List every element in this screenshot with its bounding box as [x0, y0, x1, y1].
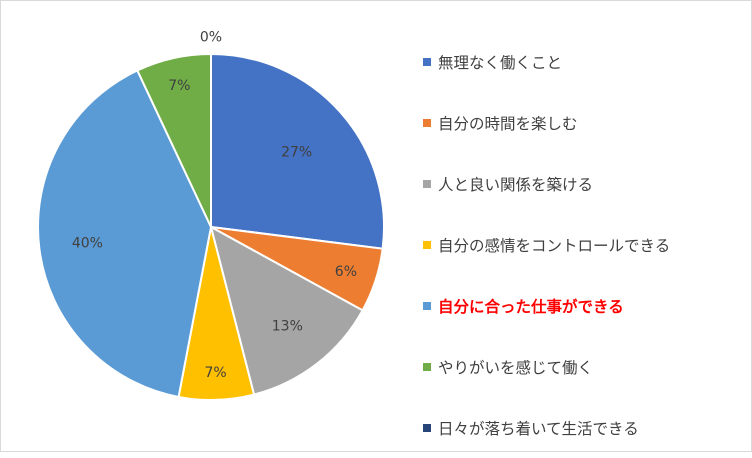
legend-label: 自分の時間を楽しむ: [438, 114, 578, 133]
legend-item: 無理なく働くこと: [423, 31, 743, 92]
data-label: 7%: [204, 365, 226, 381]
pie-chart: 27% 6% 13% 7% 40% 7% 0%: [36, 30, 385, 401]
legend-swatch: [423, 118, 431, 127]
data-label: 0%: [200, 30, 222, 46]
legend-swatch: [423, 423, 431, 432]
data-label: 40%: [72, 236, 103, 252]
legend-item: 自分の感情をコントロールできる: [423, 214, 743, 275]
legend-label: 自分の感情をコントロールできる: [438, 236, 671, 255]
legend-swatch: [423, 362, 431, 371]
data-label: 6%: [335, 264, 357, 280]
legend-swatch: [423, 57, 431, 66]
legend-item: 自分に合った仕事ができる: [423, 275, 743, 336]
legend-item: 人と良い関係を築ける: [423, 153, 743, 214]
legend: 無理なく働くこと 自分の時間を楽しむ 人と良い関係を築ける自分の感情をコントロールで…: [423, 31, 743, 458]
pie-slice: [136, 52, 212, 228]
pie-slices: [36, 52, 385, 401]
data-labels: 27% 6% 13% 7% 40% 7% 0%: [72, 30, 357, 382]
legend-label: 自分に合った仕事ができる: [438, 297, 624, 316]
legend-label: 人と良い関係を築ける: [438, 175, 594, 194]
legend-swatch: [423, 301, 431, 310]
legend-item: 自分の時間を楽しむ: [423, 92, 743, 153]
pie-slice: [36, 69, 213, 399]
legend-label: 無理なく働くこと: [438, 53, 563, 72]
legend-swatch: [423, 240, 431, 249]
data-label: 27%: [281, 144, 312, 160]
data-label: 7%: [168, 78, 190, 94]
legend-item: 日々が落ち着いて生活できる: [423, 397, 743, 458]
pie-slice: [210, 52, 385, 250]
legend-item: やりがいを感じて働く: [423, 336, 743, 397]
legend-label: 日々が落ち着いて生活できる: [438, 419, 639, 438]
legend-swatch: [423, 179, 431, 188]
pie-slice: [209, 225, 364, 396]
data-label: 13%: [272, 318, 303, 334]
legend-label: やりがいを感じて働く: [438, 358, 594, 377]
